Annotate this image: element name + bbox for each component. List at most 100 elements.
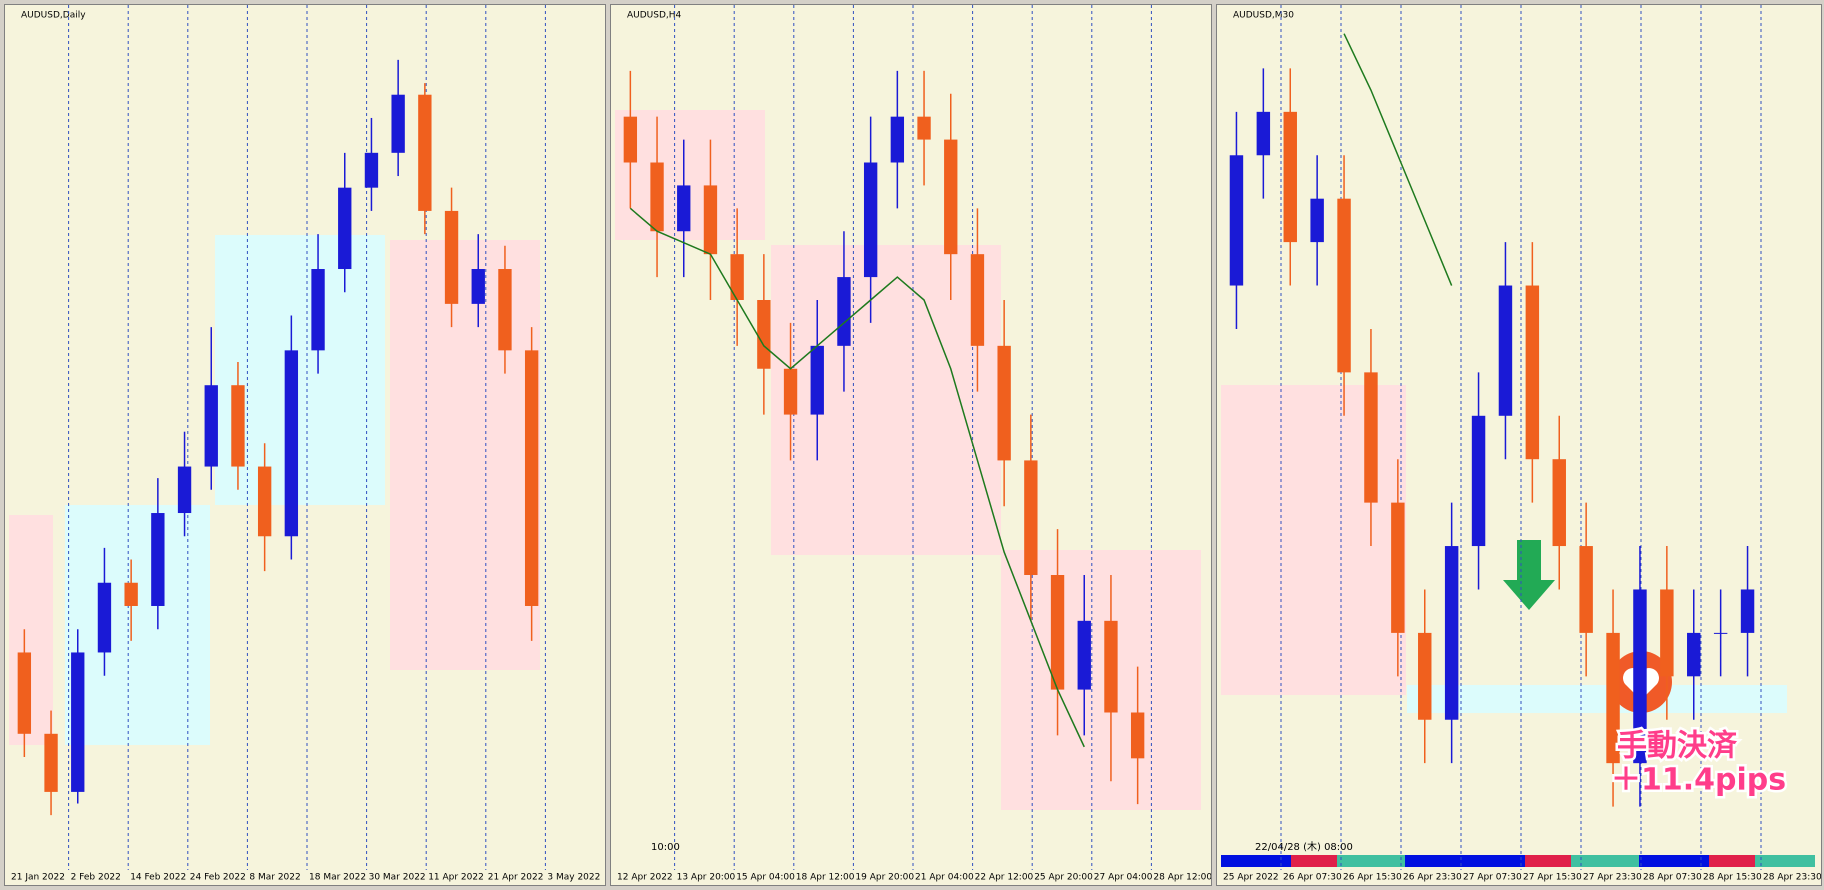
x-tick-label: 8 Mar 2022	[249, 873, 300, 883]
zone	[390, 240, 540, 670]
candle-body	[1050, 575, 1065, 690]
chart-panel: AUDUSD,Daily 21 Jan 2022 2 Feb 2022 14 Feb …	[4, 4, 606, 886]
x-tick-label: 25 Apr 20:00	[1034, 873, 1093, 883]
candle-body	[364, 152, 379, 188]
candle-body	[498, 269, 512, 351]
candle-body	[204, 385, 218, 467]
x-tick-label: 27 Apr 23:30	[1583, 873, 1642, 883]
zone	[1221, 385, 1406, 695]
candle-body	[444, 210, 459, 304]
x-tick-label: 21 Jan 2022	[11, 873, 65, 883]
candle-body	[1418, 632, 1432, 720]
panel-title: AUDUSD,H4	[627, 11, 682, 21]
candle-body	[1713, 632, 1728, 634]
x-tick-label: 3 May 2022	[547, 873, 600, 883]
zone	[1001, 550, 1201, 810]
candle-body	[1310, 198, 1324, 243]
candle-body	[151, 513, 165, 606]
moving-average	[1343, 33, 1453, 286]
candle-body	[1364, 372, 1378, 503]
zone	[65, 505, 210, 745]
zone	[771, 245, 1001, 555]
candle-body	[1256, 111, 1271, 156]
time-label: 10:00	[651, 842, 680, 853]
x-tick-label: 18 Apr 12:00	[796, 873, 855, 883]
candle-body	[1471, 415, 1486, 547]
x-tick-label: 28 Apr 07:30	[1643, 873, 1702, 883]
candle-body	[257, 466, 272, 537]
candle-body	[418, 94, 432, 211]
candle-body	[97, 582, 112, 653]
candle-body	[650, 162, 664, 232]
candle-body	[177, 466, 192, 514]
x-tick-label: 26 Apr 23:30	[1403, 873, 1462, 883]
annotation: 手動決済	[1617, 729, 1738, 764]
candle-body	[1606, 632, 1620, 764]
x-tick-label: 27 Apr 04:00	[1094, 873, 1153, 883]
candle-body	[1740, 589, 1755, 633]
candle-body	[917, 116, 931, 140]
candle-body	[1444, 546, 1459, 720]
candle-body	[391, 94, 405, 153]
x-tick-label: 19 Apr 20:00	[855, 873, 914, 883]
candle-body	[944, 139, 958, 255]
panel-title: AUDUSD,M30	[1233, 11, 1294, 21]
candle-body	[124, 582, 138, 606]
x-tick-label: 14 Feb 2022	[130, 873, 186, 883]
candle-body	[471, 269, 485, 304]
candle-body	[623, 116, 638, 163]
candle-body	[970, 254, 985, 346]
x-tick-label: 28 Apr 23:30	[1763, 873, 1822, 883]
zone	[1407, 685, 1787, 713]
panel-title: AUDUSD,Daily	[21, 11, 86, 21]
candle-body	[17, 652, 32, 734]
x-tick-label: 2 Feb 2022	[71, 873, 121, 883]
candle-body	[1552, 459, 1566, 547]
candle-body	[810, 345, 824, 415]
candle-body	[783, 368, 798, 415]
candle-body	[231, 385, 245, 467]
candle-body	[837, 277, 851, 346]
candle-body	[311, 269, 325, 351]
candle-body	[997, 345, 1011, 461]
arrow-icon	[1503, 540, 1555, 610]
x-tick-label: 18 Mar 2022	[309, 873, 366, 883]
candle-body	[1283, 111, 1297, 243]
candle-body	[703, 185, 718, 255]
annotation: ＋11.4pips	[1611, 763, 1786, 798]
candle-body	[890, 116, 905, 163]
moving-average	[629, 207, 1085, 748]
x-tick-label: 22 Apr 12:00	[975, 873, 1034, 883]
x-tick-label: 21 Apr 04:00	[915, 873, 974, 883]
time-label: 22/04/28 (木) 08:00	[1255, 841, 1353, 853]
x-tick-label: 28 Apr 12:00	[1153, 873, 1212, 883]
x-tick-label: 13 Apr 20:00	[677, 873, 736, 883]
candle-body	[757, 300, 771, 369]
candle-body	[1687, 632, 1701, 677]
candle-body	[71, 652, 85, 792]
candle-body	[677, 185, 691, 232]
x-tick-label: 24 Feb 2022	[190, 873, 246, 883]
candle-body	[1391, 502, 1405, 633]
candle-body	[1525, 285, 1540, 460]
candle-body	[284, 350, 299, 537]
x-tick-label: 26 Apr 15:30	[1343, 873, 1402, 883]
candle-body	[1077, 620, 1091, 690]
x-tick-label: 27 Apr 07:30	[1463, 873, 1522, 883]
x-tick-label: 26 Apr 07:30	[1283, 873, 1342, 883]
x-tick-label: 15 Apr 04:00	[736, 873, 795, 883]
candle-body	[1337, 198, 1351, 373]
candle-body	[863, 162, 878, 278]
candle-body	[1498, 285, 1513, 416]
session-bar	[1221, 855, 1815, 867]
x-tick-label: 21 Apr 2022	[488, 873, 544, 883]
x-tick-label: 12 Apr 2022	[617, 873, 673, 883]
candle-body	[1024, 460, 1038, 575]
chart-panel: AUDUSD,H4 12 Apr 2022 13 Apr 20:00 15 Apr 0…	[610, 4, 1212, 886]
x-tick-label: 28 Apr 15:30	[1703, 873, 1762, 883]
candle-body	[1104, 620, 1118, 713]
candle-body	[1660, 589, 1674, 677]
candle-body	[1229, 155, 1244, 286]
